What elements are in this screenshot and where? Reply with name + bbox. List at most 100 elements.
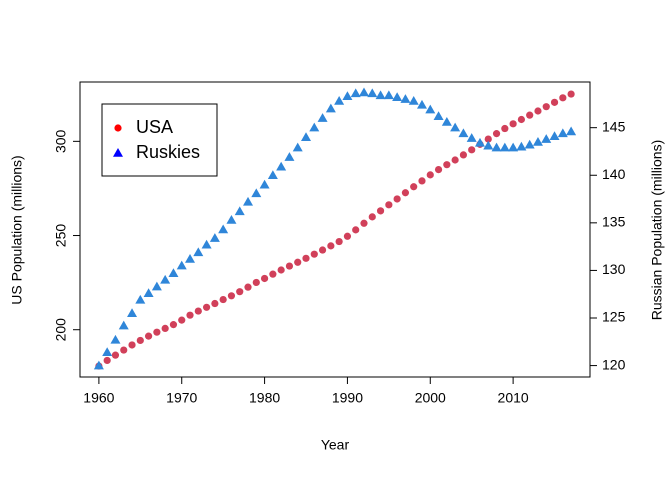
point: [501, 124, 509, 133]
point: [227, 292, 236, 300]
point: [327, 242, 335, 250]
point: [218, 224, 229, 234]
y2-tick-label: 125: [602, 309, 626, 325]
point: [294, 258, 302, 266]
point: [559, 94, 567, 102]
legend-label: Ruskies: [136, 142, 200, 162]
legend-marker: [113, 148, 123, 157]
point: [441, 116, 452, 126]
point: [243, 196, 254, 206]
x-tick-label: 1990: [332, 390, 363, 406]
point: [211, 299, 219, 308]
point: [219, 295, 227, 304]
point: [144, 332, 153, 340]
point: [120, 346, 128, 354]
point: [468, 146, 476, 154]
point: [186, 311, 194, 319]
point: [541, 134, 552, 143]
point: [309, 122, 320, 132]
point: [226, 214, 237, 224]
point: [318, 246, 327, 254]
point: [136, 336, 144, 345]
point: [325, 103, 336, 113]
point: [360, 219, 368, 227]
y-axis-label: US Population (millions): [9, 155, 25, 304]
point: [433, 111, 444, 121]
x-tick-label: 2000: [415, 390, 446, 406]
point: [368, 213, 376, 221]
point: [474, 137, 485, 147]
point: [352, 226, 360, 234]
point: [425, 104, 436, 114]
point: [508, 142, 519, 152]
point: [236, 288, 244, 296]
point: [483, 140, 494, 150]
point: [168, 268, 179, 278]
point: [284, 152, 295, 161]
legend-marker: [114, 124, 122, 132]
point: [128, 341, 136, 349]
point: [161, 324, 169, 332]
point: [484, 135, 492, 143]
point: [451, 156, 459, 164]
point: [151, 281, 162, 291]
point: [193, 247, 204, 257]
point: [418, 177, 426, 185]
point: [509, 120, 517, 128]
point: [532, 136, 543, 146]
y2-tick-label: 140: [602, 166, 626, 182]
point: [516, 141, 527, 151]
legend-label: USA: [136, 117, 173, 137]
point: [466, 133, 477, 142]
point: [335, 237, 343, 246]
y2-tick-label: 145: [602, 118, 626, 134]
y2-tick-label: 130: [602, 261, 626, 277]
point: [209, 233, 220, 242]
point: [408, 96, 419, 105]
point: [178, 316, 186, 324]
x-tick-label: 2010: [498, 390, 529, 406]
point: [517, 115, 526, 124]
point: [367, 88, 378, 98]
point: [202, 303, 211, 311]
point: [285, 262, 294, 270]
point: [383, 90, 394, 100]
point: [302, 254, 310, 262]
point: [491, 142, 502, 152]
point: [410, 183, 418, 191]
point: [385, 201, 393, 209]
point: [267, 170, 278, 180]
point: [450, 122, 461, 132]
x-axis-label: Year: [321, 437, 350, 453]
point: [358, 87, 369, 97]
point: [194, 307, 202, 315]
point: [310, 250, 318, 258]
point: [244, 283, 252, 291]
y2-tick-label: 120: [602, 356, 626, 372]
point: [169, 321, 178, 329]
point: [277, 266, 285, 274]
point: [269, 270, 277, 278]
point: [160, 274, 171, 284]
point: [550, 98, 559, 106]
point: [434, 165, 443, 174]
point: [416, 99, 427, 109]
point: [317, 113, 328, 122]
point: [567, 90, 575, 98]
point: [400, 94, 411, 103]
point: [111, 351, 120, 359]
point: [376, 207, 385, 215]
point: [93, 360, 104, 370]
point: [549, 131, 560, 140]
point: [566, 126, 577, 136]
y2-tick-label: 135: [602, 214, 626, 230]
point: [458, 128, 469, 138]
point: [185, 254, 196, 263]
point: [343, 232, 352, 240]
x-tick-label: 1970: [166, 390, 197, 406]
point: [401, 189, 410, 197]
point: [153, 328, 161, 336]
point: [102, 347, 113, 357]
point: [259, 179, 270, 189]
point: [252, 278, 260, 287]
